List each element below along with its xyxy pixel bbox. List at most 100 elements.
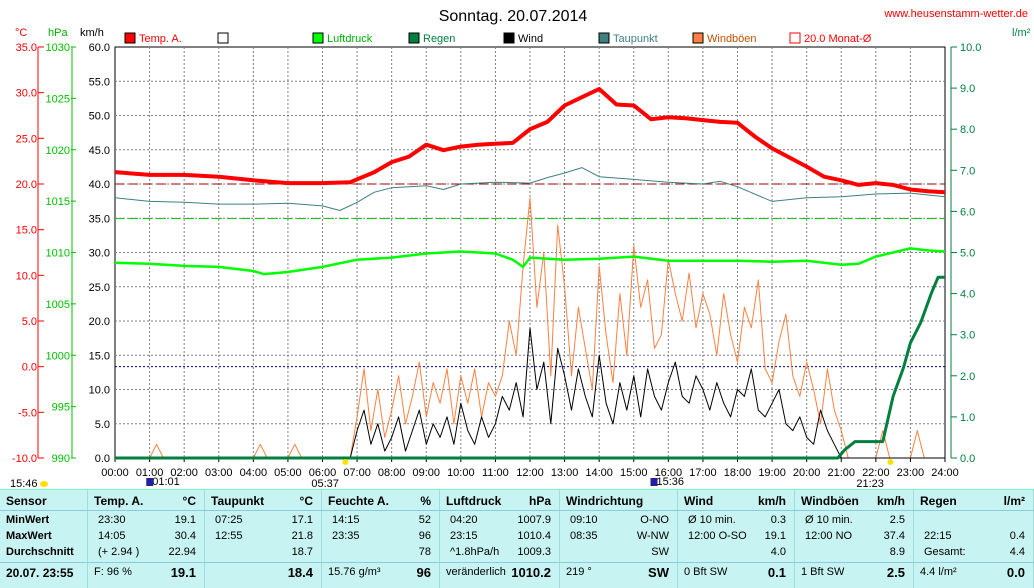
panel-cell-label: Durchschnitt bbox=[6, 546, 74, 558]
legend-swatch bbox=[312, 32, 324, 44]
panel-unit: °C bbox=[299, 494, 313, 508]
panel-header: Windböen bbox=[801, 494, 859, 508]
series-wind bbox=[115, 327, 945, 459]
x-tick: 12:00 bbox=[516, 467, 544, 479]
panel-column: Temp. A. °C 23:30 19.1 14:05 30.4 (+ 2.94 ) 22.… bbox=[88, 490, 205, 588]
legend-label: 20.0 Monat-Ø bbox=[804, 33, 872, 45]
panel-header: Taupunkt bbox=[211, 494, 265, 508]
rain-tick: 10.0 bbox=[960, 42, 981, 54]
time-marker-label: 05:37 bbox=[311, 478, 339, 489]
unit-pressure: hPa bbox=[48, 27, 68, 39]
temp-tick: 35.0 bbox=[16, 42, 37, 54]
unit-wind: km/h bbox=[80, 27, 104, 39]
panel-cell-value: 4.0 bbox=[770, 546, 786, 558]
panel-cell-label: 09:10 bbox=[570, 514, 598, 526]
panel-footer-value: 1010.2 bbox=[511, 565, 551, 580]
unit-temp: °C bbox=[15, 27, 27, 39]
panel-footer-label: 15.76 g/m³ bbox=[328, 566, 381, 578]
panel-cell-label: 22:15 bbox=[924, 530, 952, 542]
panel-cell-value: 37.4 bbox=[883, 530, 905, 542]
weather-chart: Sonntag. 20.07.2014 www.heusenstamm-wett… bbox=[10, 8, 1031, 489]
panel-cell-label: 23:35 bbox=[332, 530, 360, 542]
time-marker-label: 15:46 bbox=[10, 478, 38, 489]
wind-tick: 25.0 bbox=[89, 282, 110, 294]
info-panel: Sensor MinWert MaxWert Durchschnitt 20.07. 2… bbox=[0, 489, 1034, 588]
grid bbox=[115, 47, 945, 458]
time-marker-label: 15:36 bbox=[657, 476, 685, 488]
x-tick: 03:00 bbox=[205, 467, 233, 479]
rain-tick: 8.0 bbox=[960, 124, 975, 136]
panel-footer-value: 2.5 bbox=[886, 565, 905, 580]
legend-swatch bbox=[789, 32, 801, 44]
x-tick: 01:00 bbox=[136, 467, 164, 479]
panel-header: Sensor bbox=[6, 494, 47, 508]
chart-title: Sonntag. 20.07.2014 bbox=[439, 8, 588, 25]
website-label: www.heusenstamm-wetter.de bbox=[883, 8, 1028, 20]
panel-cell-value: 17.1 bbox=[291, 514, 313, 526]
legend-swatch bbox=[598, 32, 610, 44]
panel-footer-value: SW bbox=[648, 565, 669, 580]
rain-tick: 2.0 bbox=[960, 371, 975, 383]
x-tick: 14:00 bbox=[585, 467, 613, 479]
pressure-tick: 1005 bbox=[46, 299, 70, 311]
x-tick: 07:00 bbox=[343, 467, 371, 479]
panel-header: Feuchte A. bbox=[328, 494, 389, 508]
sun-marker bbox=[40, 481, 48, 487]
x-tick: 04:00 bbox=[240, 467, 268, 479]
x-tick: 21:00 bbox=[827, 467, 855, 479]
rain-tick: 6.0 bbox=[960, 206, 975, 218]
panel-cell-label: 07:25 bbox=[215, 514, 243, 526]
panel-column: Regen l/m² 22:15 0.4 Gesamt: 4.4 4.4 l/m² 0.0 bbox=[914, 490, 1034, 588]
x-tick: 10:00 bbox=[447, 467, 475, 479]
x-tick: 06:00 bbox=[309, 467, 337, 479]
time-markers: 15:46 01:01 05:37 15:36 21:23 bbox=[10, 459, 894, 489]
panel-cell-value: 22.94 bbox=[168, 546, 196, 558]
panel-cell-value: 18.7 bbox=[291, 546, 313, 558]
panel-cell-label: 04:20 bbox=[450, 514, 478, 526]
moon-marker bbox=[146, 478, 154, 486]
panel-cell-value: O-NO bbox=[640, 514, 669, 526]
panel-unit: °C bbox=[182, 494, 196, 508]
panel-header: Windrichtung bbox=[566, 494, 644, 508]
pressure-tick: 1015 bbox=[46, 196, 70, 208]
panel-cell-value: 2.5 bbox=[889, 514, 905, 526]
wind-tick: 15.0 bbox=[89, 350, 110, 362]
temp-tick: -5.0 bbox=[18, 407, 37, 419]
panel-footer-value: 0.0 bbox=[1006, 565, 1025, 580]
panel-separator bbox=[0, 510, 1034, 511]
rain-tick: 1.0 bbox=[960, 412, 975, 424]
panel-cell-value: 19.1 bbox=[174, 514, 196, 526]
legend-label: Wind bbox=[518, 33, 543, 45]
temp-tick: 25.0 bbox=[16, 133, 37, 145]
legend-label: Windböen bbox=[707, 33, 757, 45]
panel-column: Wind km/h Ø 10 min. 0.3 12:00 O-SO 19.1 4.0 0 B… bbox=[678, 490, 795, 588]
legend: Temp. A. Luftdruck Regen Wind Taupunkt Windbö… bbox=[124, 32, 872, 45]
panel-cell-label: MinWert bbox=[6, 514, 50, 526]
x-tick: 05:00 bbox=[274, 467, 302, 479]
panel-cell-value: SW bbox=[651, 546, 669, 558]
wind-tick: 45.0 bbox=[89, 145, 110, 157]
x-tick: 22:00 bbox=[862, 467, 890, 479]
panel-cell-value: 8.9 bbox=[889, 546, 905, 558]
panel-separator bbox=[0, 562, 1034, 563]
wind-tick: 10.0 bbox=[89, 385, 110, 397]
wind-tick: 35.0 bbox=[89, 213, 110, 225]
x-tick: 18:00 bbox=[724, 467, 752, 479]
wind-tick: 0.0 bbox=[95, 453, 110, 465]
sun-marker bbox=[342, 459, 349, 465]
rain-tick: 0.0 bbox=[960, 453, 975, 465]
temp-tick: 20.0 bbox=[16, 179, 37, 191]
panel-cell-label: Ø 10 min. bbox=[688, 514, 736, 526]
legend-swatch bbox=[124, 32, 136, 44]
panel-footer-value: 96 bbox=[416, 565, 431, 580]
panel-cell-label: 12:55 bbox=[215, 530, 243, 542]
legend-swatch bbox=[217, 32, 229, 44]
series-temp-a- bbox=[114, 87, 946, 195]
wind-tick: 55.0 bbox=[89, 76, 110, 88]
pressure-tick: 995 bbox=[52, 402, 70, 414]
panel-cell-label: MaxWert bbox=[6, 530, 52, 542]
x-tick: 15:00 bbox=[620, 467, 648, 479]
panel-column: Windböen km/h Ø 10 min. 2.5 12:00 NO 37.4 8.9 1… bbox=[795, 490, 914, 588]
x-tick: 16:00 bbox=[655, 467, 683, 479]
panel-cell-value: 4.4 bbox=[1009, 546, 1025, 558]
